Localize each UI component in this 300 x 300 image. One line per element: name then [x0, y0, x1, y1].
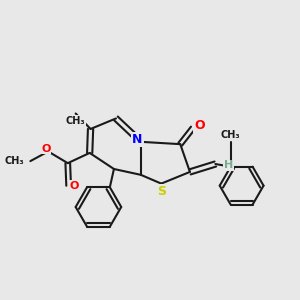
- Text: O: O: [194, 119, 205, 132]
- Text: O: O: [41, 143, 50, 154]
- Text: O: O: [69, 181, 79, 190]
- Text: S: S: [157, 185, 166, 198]
- Text: CH₃: CH₃: [221, 130, 241, 140]
- Text: CH₃: CH₃: [66, 116, 86, 126]
- Text: H: H: [224, 160, 233, 170]
- Text: CH₃: CH₃: [4, 156, 24, 166]
- Text: N: N: [132, 133, 142, 146]
